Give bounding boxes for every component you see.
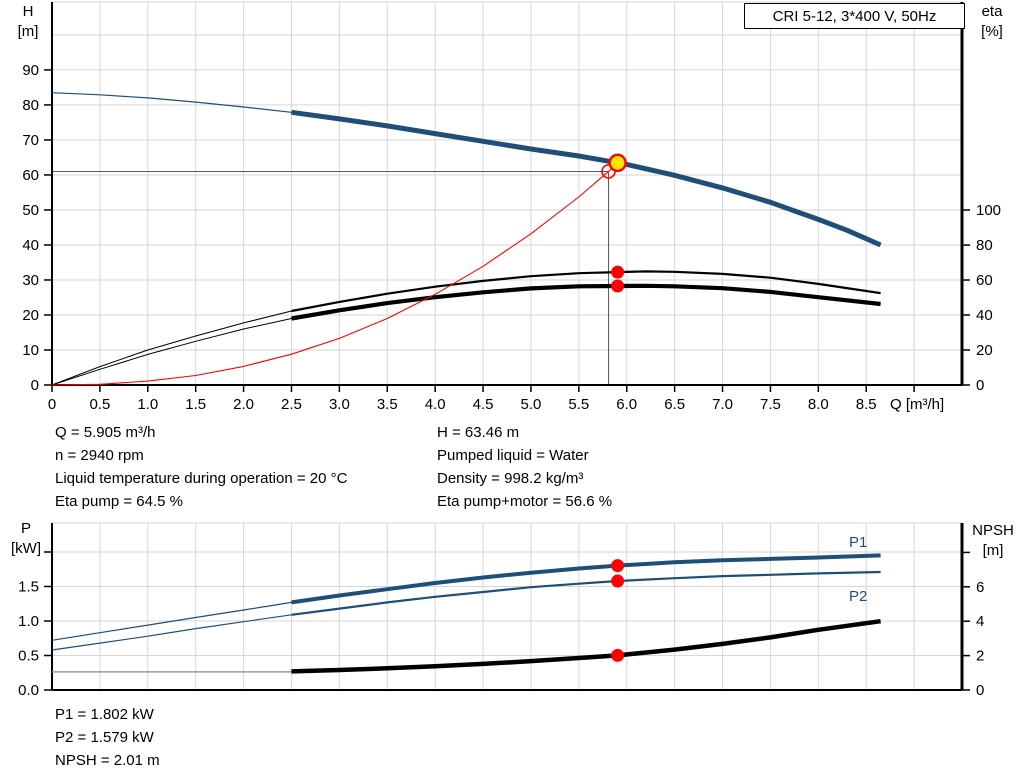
anno-liquid-temp: Liquid temperature during operation = 20… [55,470,348,487]
p-axis-label: P [kW] [4,519,48,559]
pump-title-box: CRI 5-12, 3*400 V, 50Hz [744,3,965,29]
y-left-tick-label: 1.5 [18,578,39,595]
operating-point-dot [611,559,625,573]
anno-q: Q = 5.905 m³/h [55,424,156,441]
duty-point-marker [608,153,627,173]
x-tick-label: 2.0 [233,396,254,413]
anno-p2: P2 = 1.579 kW [55,729,154,746]
anno-h: H = 63.46 m [437,424,520,441]
x-tick-label: 0 [48,396,56,413]
y-left-tick-label: 70 [22,132,39,149]
y-left-tick-label: 0 [31,377,39,394]
h-axis-label: H [m] [8,2,48,42]
curve-eta-pump-motor-thin [51,318,292,386]
x-tick-label: 4.5 [473,396,494,413]
curve-P1 [291,553,881,605]
x-tick-label: 3.0 [329,396,350,413]
curve-eta-pump-motor [291,283,881,321]
x-tick-label: 3.5 [377,396,398,413]
curve-system-curve [51,158,625,386]
x-tick-label: 4.0 [425,396,446,413]
y-left-tick-label: 60 [22,167,39,184]
y-left-tick-label: 40 [22,237,39,254]
power-annotations: P1 = 1.802 kW P2 = 1.579 kW NPSH = 2.01 … [55,703,160,772]
y-right-tick-label: 4 [976,613,984,630]
curve-H-curve [291,109,882,248]
curve-label-P1: P1 [849,534,867,551]
curve-label-P2: P2 [849,588,867,605]
npsh-axis-label: NPSH [m] [964,521,1022,561]
operating-point-dot [611,265,625,279]
x-tick-label: 7.5 [760,396,781,413]
anno-eta-pump: Eta pump = 64.5 % [55,493,183,510]
x-tick-label: 8.5 [856,396,877,413]
duty-annotations-right: H = 63.46 m Pumped liquid = Water Densit… [437,421,612,513]
x-tick-label: 0.5 [89,396,110,413]
y-left-tick-label: 50 [22,202,39,219]
npsh-axis-label-line2: [m] [982,542,1004,559]
y-right-tick-label: 0 [976,682,984,699]
x-tick-label: 6.0 [616,396,637,413]
x-tick-label: 2.5 [281,396,302,413]
curve-eta-pump [291,270,881,313]
x-tick-label: 1.0 [137,396,158,413]
h-axis-label-line1: H [22,3,34,20]
curve-H-curve-thin [51,92,292,113]
y-right-tick-label: 60 [976,272,993,289]
x-tick-label: 7.0 [712,396,733,413]
duty-annotations-left: Q = 5.905 m³/h n = 2940 rpm Liquid tempe… [55,421,347,513]
eta-axis-label-line2: [%] [981,23,1003,40]
anno-density: Density = 998.2 kg/m³ [437,470,584,487]
anno-n: n = 2940 rpm [55,447,144,464]
x-tick-label: 6.5 [664,396,685,413]
curve-P2 [291,570,881,616]
y-left-tick-label: 1.0 [18,613,39,630]
y-right-tick-label: 2 [976,648,984,665]
npsh-axis-label-line1: NPSH [972,522,1014,539]
y-right-tick-label: 6 [976,579,984,596]
y-right-tick-label: 20 [976,342,993,359]
y-left-tick-label: 90 [22,62,39,79]
y-right-tick-label: 0 [976,377,984,394]
anno-pumped-liquid: Pumped liquid = Water [437,447,589,464]
h-axis-label-line2: [m] [17,23,39,40]
pump-title-label: CRI 5-12, 3*400 V, 50Hz [772,7,937,25]
x-axis-unit-label: Q [m³/h] [890,396,944,413]
y-right-tick-label: 40 [976,307,993,324]
y-left-tick-label: 0.5 [18,647,39,664]
eta-axis-label: eta [%] [968,2,1016,42]
x-tick-label: 8.0 [808,396,829,413]
x-tick-label: 1.5 [185,396,206,413]
anno-eta-pump-motor: Eta pump+motor = 56.6 % [437,493,613,510]
y-right-tick-label: 80 [976,237,993,254]
x-tick-label: 5.0 [521,396,542,413]
y-right-tick-label: 100 [976,202,1001,219]
anno-p1: P1 = 1.802 kW [55,706,154,723]
y-left-tick-label: 0.0 [18,682,39,699]
y-left-tick-label: 80 [22,97,39,114]
curve-P1-thin [51,601,292,641]
operating-point-dot [611,279,625,293]
y-left-tick-label: 30 [22,272,39,289]
p-axis-label-line1: P [20,520,31,537]
curve-NPSH [291,618,881,674]
p-axis-label-line2: [kW] [11,540,41,557]
y-left-tick-label: 10 [22,342,39,359]
curve-P2-thin [51,614,292,651]
anno-npsh: NPSH = 2.01 m [55,752,160,769]
curve-eta-pump-thin [51,310,292,386]
operating-point-dot [611,574,625,588]
y-left-tick-label: 20 [22,307,39,324]
x-tick-label: 5.5 [568,396,589,413]
operating-point-dot [611,648,625,662]
eta-axis-label-line1: eta [981,3,1003,20]
